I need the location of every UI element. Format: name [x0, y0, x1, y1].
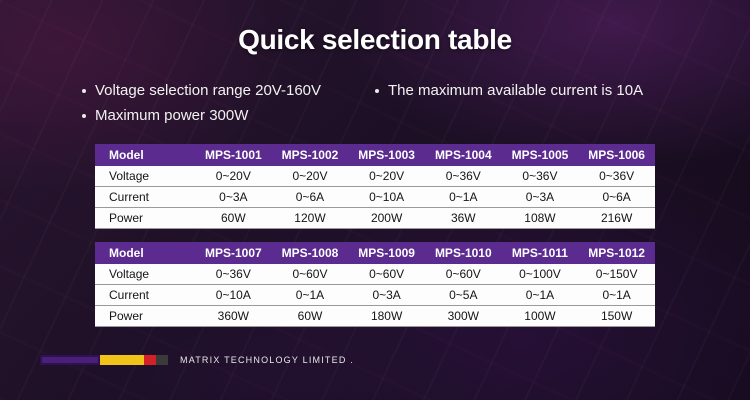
table-cell: 0~36V: [424, 166, 502, 187]
table-header-cell: MPS-1009: [348, 242, 425, 264]
row-label-cell: Voltage: [95, 166, 195, 187]
row-label-cell: Voltage: [95, 264, 195, 285]
table-header-cell: MPS-1002: [271, 144, 349, 166]
selection-table-2: Model MPS-1007 MPS-1008 MPS-1009 MPS-1010 MPS…: [95, 242, 655, 327]
table-cell: 36W: [424, 207, 502, 229]
table-cell: 60W: [195, 207, 272, 229]
table-header-label: Model: [95, 242, 195, 264]
table-row: Current 0~3A 0~6A 0~10A 0~1A 0~3A 0~6A: [95, 186, 655, 208]
table-cell: 0~20V: [271, 166, 349, 187]
table-header-cell: MPS-1008: [271, 242, 349, 264]
table-header-cell: MPS-1010: [424, 242, 502, 264]
table-cell: 0~60V: [271, 264, 349, 285]
table-cell: 0~20V: [348, 166, 425, 187]
footer-bar-red: [144, 355, 156, 365]
table-cell: 0~1A: [271, 284, 349, 306]
row-label-cell: Current: [95, 186, 195, 208]
footer-bar-purple: [40, 355, 100, 365]
table-cell: 0~6A: [271, 186, 349, 208]
table-cell: 150W: [578, 305, 655, 327]
bullet-max-power: Maximum power 300W: [82, 107, 248, 124]
row-label-cell: Power: [95, 305, 195, 327]
table-header-cell: MPS-1004: [424, 144, 502, 166]
table-header-label: Model: [95, 144, 195, 166]
table-header-cell: MPS-1007: [195, 242, 272, 264]
table-header-cell: MPS-1012: [578, 242, 655, 264]
company-name: MATRIX TECHNOLOGY LIMITED .: [180, 355, 354, 365]
bullet-dot-icon: [82, 113, 86, 118]
bullet-max-current-text: The maximum available current is 10A: [388, 82, 644, 99]
table-cell: 0~60V: [348, 264, 425, 285]
bullet-max-power-text: Maximum power 300W: [95, 107, 249, 124]
table-row: Power 60W 120W 200W 36W 108W 216W: [95, 207, 655, 229]
bullet-dot-icon: [82, 88, 86, 93]
table-cell: 0~150V: [578, 264, 655, 285]
table-cell: 0~5A: [424, 284, 502, 306]
table-cell: 0~10A: [195, 284, 272, 306]
table-cell: 0~36V: [501, 166, 579, 187]
footer-bar-dark: [156, 355, 168, 365]
footer-bar-yellow: [100, 355, 144, 365]
table-cell: 300W: [424, 305, 502, 327]
table-cell: 60W: [271, 305, 349, 327]
table-cell: 0~3A: [195, 186, 272, 208]
table-row: Voltage 0~20V 0~20V 0~20V 0~36V 0~36V 0~36V: [95, 166, 655, 187]
table-cell: 0~100V: [501, 264, 579, 285]
table-row: Voltage 0~36V 0~60V 0~60V 0~60V 0~100V 0~150V: [95, 264, 655, 285]
table-row: Current 0~10A 0~1A 0~3A 0~5A 0~1A 0~1A: [95, 284, 655, 306]
table-cell: 180W: [348, 305, 425, 327]
bullet-dot-icon: [375, 88, 379, 93]
bullet-max-current: The maximum available current is 10A: [375, 82, 643, 99]
table-header-row: Model MPS-1007 MPS-1008 MPS-1009 MPS-1010 MPS…: [95, 242, 655, 264]
table-cell: 0~20V: [195, 166, 272, 187]
table-row: Power 360W 60W 180W 300W 100W 150W: [95, 305, 655, 327]
bullet-voltage-range: Voltage selection range 20V-160V: [82, 82, 321, 99]
page-title: Quick selection table: [238, 24, 512, 55]
table-cell: 0~3A: [501, 186, 579, 208]
footer: MATRIX TECHNOLOGY LIMITED .: [40, 354, 354, 366]
table-cell: 0~10A: [348, 186, 425, 208]
bullet-voltage-range-text: Voltage selection range 20V-160V: [95, 82, 322, 99]
selection-table-1: Model MPS-1001 MPS-1002 MPS-1003 MPS-1004 MPS…: [95, 144, 655, 229]
table-header-cell: MPS-1005: [501, 144, 579, 166]
table-cell: 120W: [271, 207, 349, 229]
table-cell: 216W: [578, 207, 655, 229]
table-cell: 0~60V: [424, 264, 502, 285]
row-label-cell: Power: [95, 207, 195, 229]
table-header-cell: MPS-1001: [195, 144, 272, 166]
table-cell: 200W: [348, 207, 425, 229]
table-cell: 0~6A: [578, 186, 655, 208]
table-header-cell: MPS-1003: [348, 144, 425, 166]
table-cell: 0~36V: [195, 264, 272, 285]
table-header-cell: MPS-1011: [501, 242, 579, 264]
table-cell: 0~1A: [578, 284, 655, 306]
table-cell: 0~1A: [424, 186, 502, 208]
table-header-cell: MPS-1006: [578, 144, 655, 166]
table-cell: 360W: [195, 305, 272, 327]
table-cell: 0~1A: [501, 284, 579, 306]
row-label-cell: Current: [95, 284, 195, 306]
table-cell: 100W: [501, 305, 579, 327]
table-header-row: Model MPS-1001 MPS-1002 MPS-1003 MPS-1004 MPS…: [95, 144, 655, 166]
table-cell: 108W: [501, 207, 579, 229]
table-cell: 0~3A: [348, 284, 425, 306]
table-cell: 0~36V: [578, 166, 655, 187]
